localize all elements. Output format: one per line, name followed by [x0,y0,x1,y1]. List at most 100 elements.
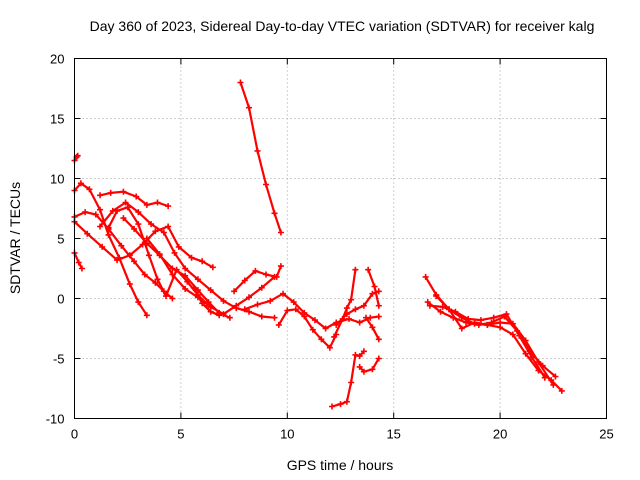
data-point-marker [114,257,121,264]
data-point-marker [535,359,542,366]
data-point-marker [375,288,382,295]
data-point-marker [318,336,325,343]
series-arc-13 [237,79,284,236]
series-line [73,211,174,300]
data-point-marker [169,271,176,278]
data-point-marker [245,294,252,301]
data-point-marker [220,311,227,318]
data-point-marker [337,401,344,408]
series-line [367,268,380,307]
data-point-marker [356,353,363,360]
data-point-marker [356,319,363,326]
data-point-marker [199,300,206,307]
data-point-marker [360,368,367,375]
data-point-marker [509,331,516,338]
data-point-marker [152,279,159,286]
data-point-marker [331,333,338,340]
data-point-marker [348,296,355,303]
data-point-marker [75,259,82,266]
data-point-marker [477,317,484,324]
data-point-marker [182,265,189,272]
data-point-marker [105,231,112,238]
data-point-marker [74,152,81,159]
data-point-marker [145,252,152,259]
y-tick-label: -5 [53,352,65,367]
y-tick-label: 0 [57,292,64,307]
data-point-marker [309,326,316,333]
data-point-marker [175,243,182,250]
data-point-marker [188,254,195,261]
data-point-marker [258,284,265,291]
data-point-marker [207,287,214,294]
data-point-marker [237,79,244,86]
data-point-marker [152,228,159,235]
data-point-marker [118,242,125,249]
data-point-marker [446,306,453,313]
data-point-marker [97,192,104,199]
data-point-marker [552,373,559,380]
data-point-marker [258,313,265,320]
data-point-marker [522,350,529,357]
data-point-marker [346,315,353,322]
data-point-marker [343,305,350,312]
x-axis-label: GPS time / hours [287,457,394,473]
data-point-marker [209,264,216,271]
data-point-marker [360,302,367,309]
data-point-marker [97,223,104,230]
data-point-marker [245,308,252,315]
data-point-marker [165,203,172,210]
data-point-marker [241,306,248,313]
series-arc-5 [71,218,216,271]
data-point-marker [322,325,329,332]
data-point-marker [135,299,142,306]
x-tick-label: 5 [177,427,184,442]
data-point-marker [550,381,557,388]
data-point-marker [311,317,318,324]
data-point-marker [160,229,167,236]
data-point-marker [165,223,172,230]
data-point-marker [343,311,350,318]
data-point-marker [124,204,131,211]
data-point-marker [252,267,259,274]
data-point-marker [290,299,297,306]
data-point-marker [439,303,446,310]
data-point-marker [233,302,240,309]
data-point-marker [437,308,444,315]
data-point-marker [126,252,133,259]
data-point-marker [84,230,91,237]
data-point-marker [273,273,280,280]
data-point-marker [465,315,472,322]
series-arc-18 [328,348,367,410]
data-point-marker [263,181,270,188]
data-point-marker [267,297,274,304]
data-point-marker [275,321,282,328]
series-line [358,357,380,373]
data-point-marker [375,336,382,343]
data-point-marker [343,398,350,405]
series-arc-20 [365,266,382,309]
data-point-marker [426,302,433,309]
data-point-marker [241,277,248,284]
data-point-marker [424,299,431,306]
data-point-marker [284,307,291,314]
data-point-marker [169,295,176,302]
data-point-marker [369,324,376,331]
data-point-marker [277,229,284,236]
data-point-marker [558,387,565,394]
data-point-marker [143,201,150,208]
data-point-marker [271,314,278,321]
data-point-marker [107,189,114,196]
series-line [330,350,365,408]
data-point-marker [292,306,299,313]
data-point-marker [231,288,238,295]
data-point-marker [348,379,355,386]
series-arc-11 [190,284,223,319]
series-arc-12 [231,263,284,295]
data-point-marker [254,301,261,308]
y-tick-label: 15 [50,112,64,127]
data-point-marker [226,314,233,321]
data-point-marker [126,281,133,288]
x-tick-label: 25 [599,427,613,442]
data-point-marker [484,321,491,328]
